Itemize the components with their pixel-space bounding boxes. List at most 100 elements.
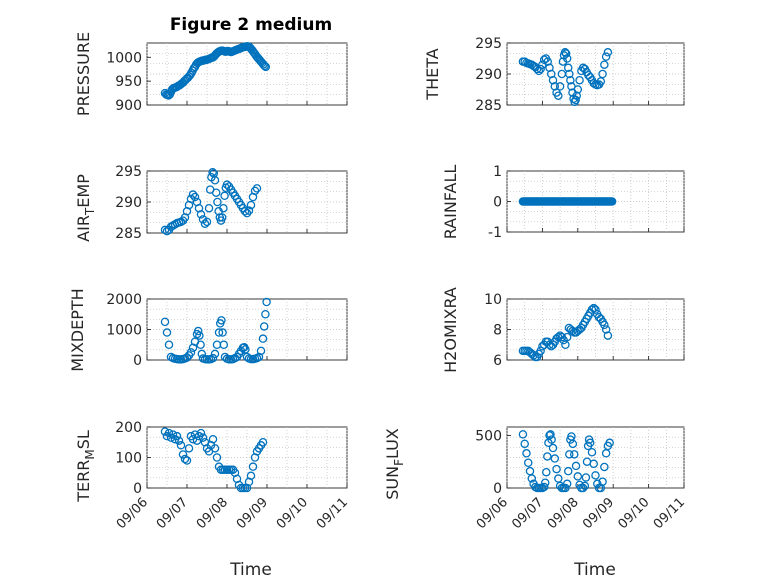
series-rainfall: [518, 197, 617, 206]
data-point: [219, 340, 229, 349]
data-point: [534, 66, 544, 76]
data-point: [562, 54, 572, 63]
data-point: [195, 331, 204, 340]
panel-terr-msl: 0 100 200 TERRMSL: [74, 420, 348, 503]
data-point: [578, 483, 588, 493]
data-point: [573, 85, 583, 94]
data-point: [542, 467, 551, 477]
grid-theta: [506, 43, 685, 105]
panel-mixdepth: 0 1000 2000 MIXDEPTH: [68, 288, 348, 372]
y-label-air-temp-wrapper: AIRTEMP: [74, 174, 97, 242]
data-point: [242, 208, 252, 218]
data-point: [546, 430, 555, 439]
data-point: [210, 349, 220, 359]
data-point: [565, 69, 574, 79]
data-point: [172, 431, 182, 441]
data-point: [545, 431, 554, 440]
data-point: [196, 428, 206, 438]
data-point: [258, 334, 268, 343]
grid-air-temp: [146, 171, 348, 233]
x-tick-label: 09/11: [651, 495, 688, 532]
data-point: [211, 188, 221, 197]
data-point: [164, 428, 174, 438]
y-label-pressure: PRESSURE: [74, 32, 93, 116]
data-point: [600, 320, 609, 330]
data-point: [246, 471, 256, 481]
data-point: [561, 483, 570, 493]
data-point: [259, 60, 268, 69]
y-ticks-rainfall: -1 0 1: [488, 164, 685, 241]
data-point: [565, 450, 574, 459]
y-label-theta: THETA: [423, 48, 442, 100]
data-point: [581, 473, 591, 482]
y-label-sun-flux: SUNFLUX: [383, 428, 406, 500]
y-ticks-mixdepth: 0 1000 2000: [106, 292, 348, 369]
data-point: [547, 435, 556, 444]
data-point: [568, 439, 578, 449]
x-label-right: Time: [573, 560, 616, 580]
data-point: [186, 348, 196, 357]
y-tick-label: 10: [484, 292, 502, 308]
y-tick-label: 100: [115, 451, 142, 467]
y-tick-label: 290: [115, 195, 142, 211]
data-point: [600, 60, 609, 69]
y-tick-label: 285: [475, 98, 502, 114]
data-point: [561, 49, 571, 58]
x-tick-label: 09/06: [474, 495, 511, 532]
data-point: [603, 48, 613, 57]
data-point: [575, 75, 584, 85]
data-point: [601, 52, 611, 61]
data-point: [554, 91, 563, 100]
data-point: [202, 217, 212, 227]
data-point: [162, 328, 172, 337]
grid-h2omixra: [506, 299, 685, 360]
y-label-terr-msl-wrapper: TERRMSL: [74, 430, 97, 503]
data-point: [520, 439, 529, 449]
data-point: [219, 203, 228, 213]
x-ticks-left: 09/06 09/07 09/08 09/09 09/10 09/11: [114, 495, 351, 532]
data-point: [591, 471, 600, 480]
y-tick-label: 900: [115, 98, 142, 114]
grid-sun-flux: [506, 427, 685, 488]
series-terr-msl: [160, 427, 268, 493]
data-point: [540, 478, 550, 487]
data-point: [550, 454, 560, 463]
y-label-h2omixra: H2OMIXRA: [441, 287, 460, 373]
data-point: [562, 332, 572, 342]
data-point: [571, 461, 581, 471]
data-point: [598, 477, 607, 486]
data-point: [589, 303, 598, 313]
grid-terr-msl: [146, 427, 348, 488]
data-point: [200, 219, 210, 228]
x-tick-label: 09/08: [545, 495, 582, 532]
y-tick-label: 1000: [106, 50, 142, 66]
data-point: [198, 433, 208, 442]
data-point: [587, 305, 597, 314]
data-point: [217, 316, 226, 325]
data-point: [539, 482, 549, 492]
data-point: [176, 441, 186, 450]
data-point: [607, 197, 617, 206]
data-point: [218, 328, 227, 337]
y-tick-label: 2000: [106, 292, 142, 308]
data-point: [196, 340, 205, 349]
y-ticks-theta: 285 290 295: [475, 36, 685, 114]
y-tick-label: 950: [115, 74, 142, 90]
y-ticks-terr-msl: 0 100 200: [115, 420, 348, 497]
data-point: [180, 454, 190, 464]
data-point: [518, 430, 528, 439]
y-tick-label: 0: [133, 481, 142, 497]
x-tick-label: 09/06: [114, 495, 151, 532]
data-point: [217, 213, 227, 222]
data-point: [536, 64, 545, 74]
data-point: [566, 75, 575, 85]
data-point: [572, 91, 581, 100]
data-point: [259, 322, 269, 331]
data-point: [190, 192, 200, 202]
data-point: [182, 456, 192, 465]
data-point: [184, 444, 194, 453]
data-point: [252, 184, 262, 193]
panel-sun-flux: 0 500 SUNFLUX: [383, 426, 685, 500]
data-point: [258, 437, 268, 447]
